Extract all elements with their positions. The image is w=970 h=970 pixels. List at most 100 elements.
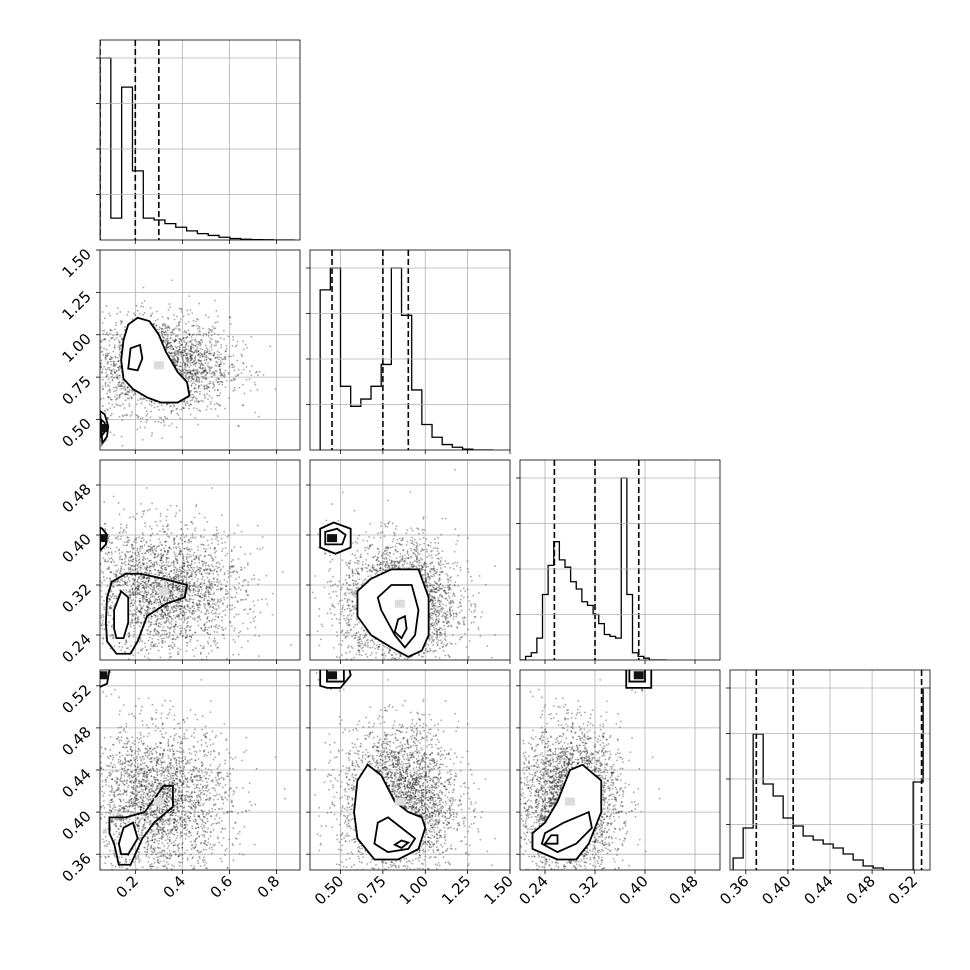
sample-point [161, 332, 163, 335]
sample-point [197, 586, 199, 589]
sample-point [157, 554, 159, 557]
sample-point [156, 618, 159, 621]
sample-point [170, 644, 172, 647]
sample-point [94, 336, 96, 338]
sample-point [140, 398, 143, 401]
sample-point [209, 569, 212, 572]
sample-point [88, 610, 90, 612]
sample-point [115, 370, 118, 372]
sample-point [73, 368, 75, 370]
sample-point [182, 371, 185, 374]
sample-point [146, 419, 148, 421]
sample-point [204, 594, 207, 596]
sample-point [197, 594, 200, 597]
sample-point [257, 374, 259, 377]
sample-point [237, 368, 240, 371]
sample-point [224, 374, 226, 376]
sample-point [131, 564, 134, 567]
sample-point [195, 378, 198, 381]
sample-point [118, 642, 121, 644]
sample-point [220, 373, 223, 375]
sample-point [197, 386, 200, 388]
sample-point [187, 348, 190, 351]
sample-point [166, 525, 169, 527]
sample-point [208, 352, 211, 355]
sample-point [211, 609, 214, 612]
sample-point [137, 616, 140, 618]
sample-point [110, 571, 113, 574]
sample-point [107, 614, 110, 617]
sample-point [212, 565, 214, 568]
sample-point [216, 381, 219, 384]
sample-point [148, 600, 151, 603]
sample-point [195, 398, 198, 400]
sample-point [198, 590, 200, 593]
sample-point [98, 539, 100, 541]
sample-point [205, 387, 208, 390]
sample-point [144, 645, 147, 648]
sample-point [113, 364, 116, 367]
sample-point [178, 307, 181, 310]
sample-point [181, 372, 183, 375]
sample-point [229, 575, 232, 577]
sample-point [136, 309, 139, 312]
sample-point [210, 588, 213, 591]
sample-point [182, 337, 185, 340]
sample-point [158, 408, 161, 411]
sample-point [191, 522, 194, 525]
sample-point [120, 435, 123, 438]
sample-point [81, 578, 83, 580]
sample-point [194, 618, 196, 621]
sample-point [210, 564, 213, 566]
sample-point [168, 351, 171, 354]
sample-point [129, 594, 131, 597]
sample-point [290, 644, 293, 647]
sample-point [154, 520, 157, 523]
sample-point [194, 380, 197, 383]
sample-point [178, 585, 181, 588]
sample-point [152, 582, 154, 584]
sample-point [237, 425, 240, 427]
sample-point [190, 521, 193, 523]
sample-point [109, 414, 112, 417]
sample-point [160, 603, 163, 606]
sample-point [185, 353, 188, 356]
sample-point [130, 397, 133, 400]
sample-point [140, 622, 143, 625]
sample-point [164, 606, 167, 608]
sample-point [131, 560, 134, 563]
sample-point [234, 587, 237, 589]
sample-point [165, 633, 168, 636]
sample-point [107, 600, 110, 603]
sample-point [249, 621, 252, 624]
sample-point [186, 371, 189, 374]
sample-point [172, 328, 175, 331]
sample-point [183, 575, 186, 578]
panel-1-1 [306, 249, 511, 454]
sample-point [222, 358, 225, 361]
sample-point [108, 664, 110, 666]
sample-point [173, 576, 176, 579]
sample-point [130, 395, 132, 398]
sample-point [162, 554, 165, 557]
sample-point [227, 534, 230, 537]
sample-point [113, 370, 116, 373]
sample-point [185, 360, 188, 363]
sample-point [100, 362, 103, 365]
sample-point [215, 309, 218, 312]
sample-point [173, 625, 175, 628]
sample-point [100, 398, 102, 400]
sample-point [161, 640, 163, 643]
sample-point [115, 575, 118, 578]
sample-point [187, 370, 189, 372]
sample-point [233, 627, 236, 630]
sample-point [199, 371, 202, 374]
sample-point [194, 355, 197, 358]
sample-point [137, 591, 139, 594]
sample-point [161, 595, 164, 598]
sample-point [159, 559, 162, 562]
sample-point [214, 369, 217, 372]
sample-point [191, 382, 194, 384]
sample-point [146, 566, 149, 569]
